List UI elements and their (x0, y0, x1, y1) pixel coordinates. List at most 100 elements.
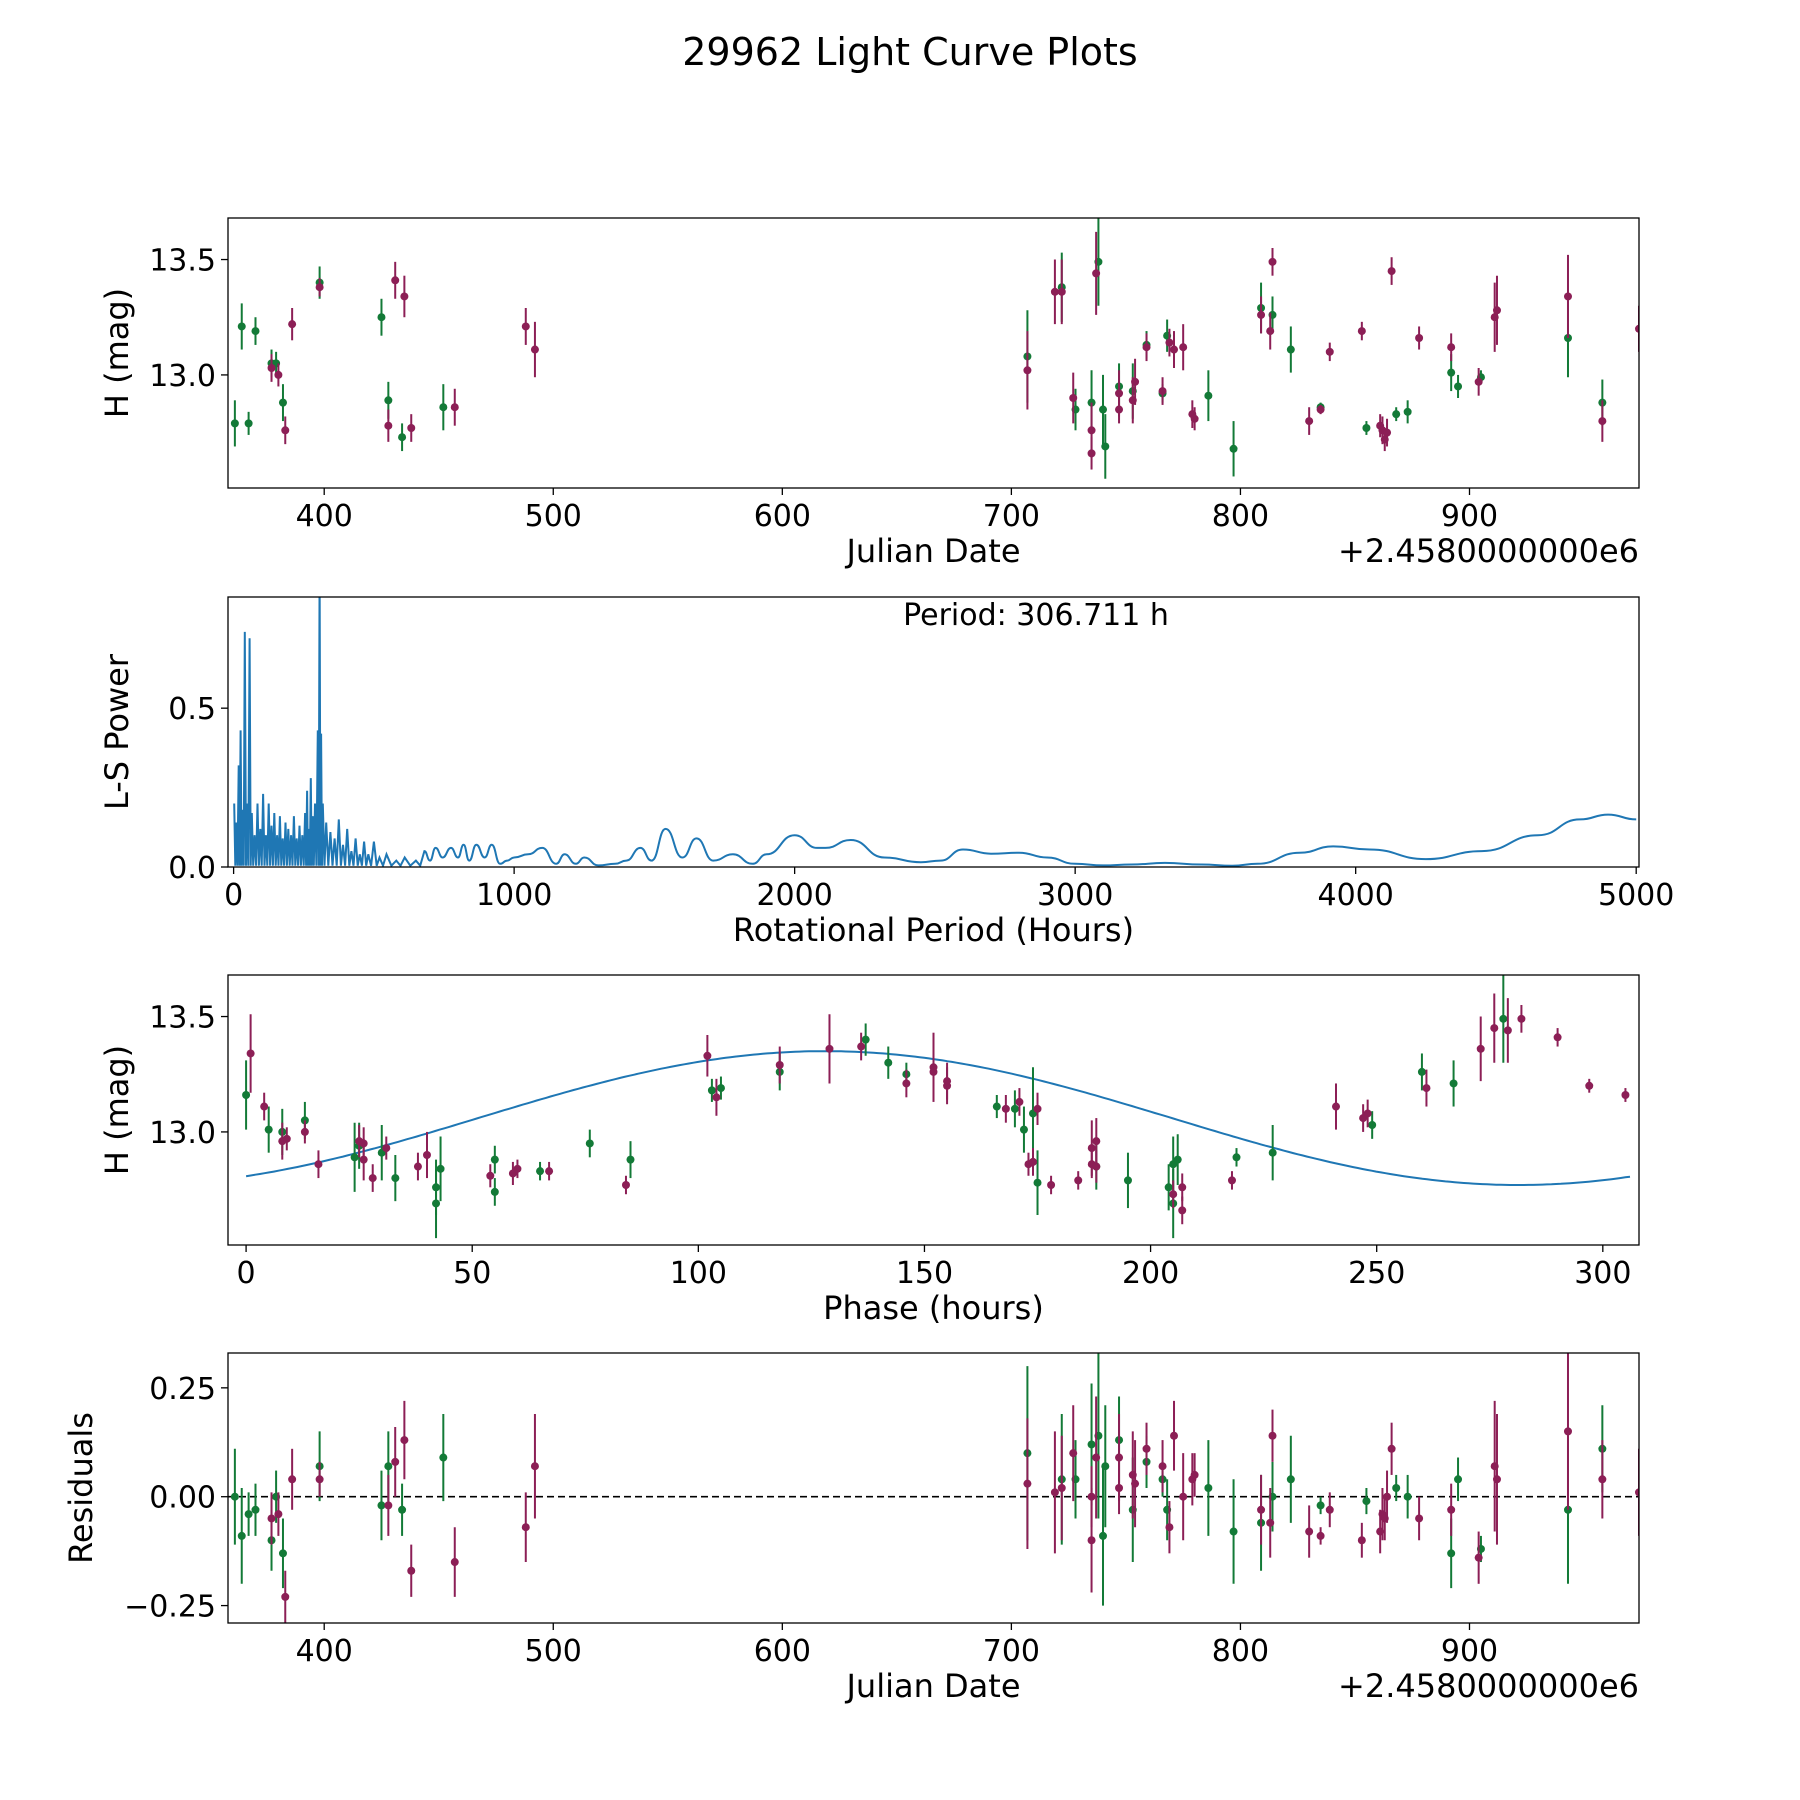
data-point-g (1362, 424, 1371, 432)
x-tick-label: 0 (237, 1256, 256, 1291)
data-point-r (1268, 257, 1277, 266)
data-point-r (513, 1164, 522, 1173)
x-tick-label: 900 (1441, 499, 1498, 534)
data-point-g (278, 1549, 287, 1558)
data-point-g (1286, 345, 1295, 354)
data-point-r (1165, 1523, 1174, 1532)
data-point-r (407, 424, 416, 432)
data-point-r (413, 1162, 422, 1171)
x-tick-label: 700 (983, 499, 1040, 534)
x-tick-label: 900 (1441, 1634, 1498, 1669)
data-point-r (450, 1558, 459, 1567)
data-point-r (1635, 324, 1639, 333)
data-point-r (1415, 334, 1424, 342)
residuals-panel: 400 500 600 700 800 900 −0.25 0.00 0.25 Julian Da… (62, 1352, 1640, 1705)
data-point-r (1305, 1527, 1314, 1536)
periodogram-panel: Period: 306.711 h 0 1000 2000 3000 4000 5000 0.… (98, 596, 1674, 949)
data-point-g (384, 1462, 393, 1471)
y-tick-label: 13.0 (149, 359, 216, 394)
data-layer (233, 597, 1637, 867)
data-point-g (1286, 1475, 1295, 1484)
data-point-r (521, 1523, 530, 1532)
axes-frame (227, 596, 1640, 868)
x-tick-label: 150 (896, 1256, 953, 1291)
data-point-r (1227, 1176, 1236, 1185)
data-point-r (281, 426, 290, 435)
data-point-r (521, 322, 530, 331)
data-point-r (1305, 417, 1314, 426)
data-point-g (432, 1199, 441, 1208)
data-point-r (281, 1592, 290, 1601)
data-point-r (1492, 1475, 1501, 1484)
x-tick-label: 400 (296, 1634, 353, 1669)
data-point-g (1499, 1014, 1508, 1023)
data-point-r (1170, 1431, 1179, 1440)
x-tick-label: 400 (296, 499, 353, 534)
data-point-r (825, 1044, 834, 1053)
data-point-g (716, 1084, 725, 1093)
data-point-g (251, 1505, 260, 1514)
data-point-r (288, 320, 297, 329)
y-tick-label: 13.5 (149, 244, 216, 279)
data-point-r (1257, 1505, 1266, 1514)
data-point-r (1115, 389, 1124, 398)
data-point-r (1553, 1033, 1562, 1042)
data-point-g (1316, 1501, 1325, 1510)
data-point-r (1316, 1531, 1325, 1540)
data-point-g (278, 398, 287, 407)
data-point-r (391, 276, 400, 285)
data-point-r (1023, 366, 1032, 375)
x-tick-label: 600 (754, 1634, 811, 1669)
data-point-g (384, 396, 393, 405)
data-point-g (1229, 444, 1238, 453)
data-point-g (707, 1086, 716, 1095)
data-point-r (1015, 1097, 1024, 1106)
data-point-r (1257, 310, 1266, 319)
data-point-g (490, 1155, 499, 1164)
x-axis-label: Julian Date (844, 1667, 1020, 1705)
data-point-g (1417, 1067, 1426, 1076)
data-point-r (1325, 347, 1334, 356)
data-point-g (1173, 1155, 1182, 1164)
data-point-g (1268, 1148, 1277, 1157)
data-point-r (1357, 1536, 1366, 1545)
data-point-r (1266, 1518, 1275, 1527)
data-point-r (1057, 287, 1066, 296)
data-point-r (1598, 1475, 1607, 1484)
data-point-r (1033, 1104, 1042, 1113)
data-point-r (368, 1174, 377, 1183)
y-tick-label: 0.5 (168, 692, 216, 727)
data-point-r (1087, 1144, 1096, 1153)
data-point-r (1050, 287, 1059, 296)
sinusoid-model-curve (245, 1050, 1631, 1186)
data-point-g (230, 1492, 239, 1501)
x-tick-label: 0 (224, 878, 243, 913)
data-point-g (398, 1505, 407, 1514)
data-point-g (1229, 1527, 1238, 1536)
phase-folded-panel: 0 50 100 150 200 250 300 13.0 13.5 Phase (hours) H… (98, 974, 1640, 1327)
data-point-r (943, 1077, 952, 1086)
data-point-g (1164, 1183, 1173, 1192)
x-tick-label: 100 (670, 1256, 727, 1291)
data-point-r (1563, 292, 1572, 301)
data-point-r (1179, 1492, 1188, 1501)
data-point-r (1325, 1505, 1334, 1514)
data-point-r (1268, 1431, 1277, 1440)
data-point-g (1454, 1475, 1463, 1484)
data-point-r (1115, 1453, 1124, 1462)
data-point-r (274, 1510, 283, 1519)
data-point-r (1490, 1024, 1499, 1033)
data-point-r (1474, 1553, 1483, 1562)
data-point-r (1474, 377, 1483, 386)
data-point-r (1422, 1084, 1431, 1093)
data-point-g (398, 433, 407, 442)
data-point-r (545, 1167, 554, 1176)
y-axis-label: L-S Power (98, 653, 136, 810)
data-point-r (1190, 1470, 1199, 1479)
data-point-g (536, 1167, 545, 1176)
data-point-r (1069, 394, 1078, 402)
data-point-r (1165, 338, 1174, 347)
x-tick-label: 800 (1212, 499, 1269, 534)
periodogram-line (233, 597, 1637, 867)
x-tick-label: 1000 (476, 878, 552, 913)
